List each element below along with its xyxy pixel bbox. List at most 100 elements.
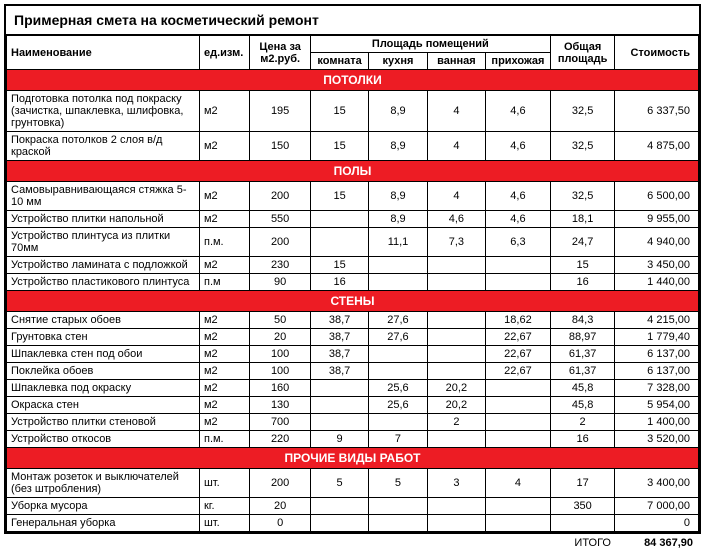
cell-total-area: 350 [550, 498, 615, 515]
cell-cost: 6 337,50 [615, 91, 699, 132]
cell-area-3 [486, 380, 551, 397]
section-header: ПОЛЫ [7, 161, 699, 182]
cell-area-2 [427, 346, 485, 363]
cell-area-0 [310, 515, 368, 532]
cell-area-1: 8,9 [369, 132, 427, 161]
cell-area-0 [310, 211, 368, 228]
cell-area-3: 4 [486, 469, 551, 498]
cell-price: 550 [250, 211, 311, 228]
table-row: Покраска потолков 2 слоя в/д краскойм215… [7, 132, 699, 161]
cell-area-0 [310, 414, 368, 431]
cell-cost: 6 137,00 [615, 346, 699, 363]
cell-unit: п.м. [199, 228, 249, 257]
cell-total-area: 17 [550, 469, 615, 498]
cell-total-area: 45,8 [550, 380, 615, 397]
cell-area-1 [369, 363, 427, 380]
cell-area-0: 38,7 [310, 346, 368, 363]
cell-price: 220 [250, 431, 311, 448]
cell-area-0: 15 [310, 132, 368, 161]
cell-area-2 [427, 498, 485, 515]
cell-total-area: 84,3 [550, 312, 615, 329]
cell-area-1: 8,9 [369, 182, 427, 211]
cell-total-area: 32,5 [550, 91, 615, 132]
cell-unit: п.м [199, 274, 249, 291]
cell-area-2: 4 [427, 182, 485, 211]
cell-total-area: 61,37 [550, 346, 615, 363]
cell-price: 100 [250, 363, 311, 380]
cell-unit: м2 [199, 211, 249, 228]
cell-area-2 [427, 363, 485, 380]
cell-name: Поклейка обоев [7, 363, 200, 380]
cell-area-3 [486, 257, 551, 274]
cell-cost: 3 400,00 [615, 469, 699, 498]
cell-price: 100 [250, 346, 311, 363]
section-title: ПРОЧИЕ ВИДЫ РАБОТ [7, 448, 699, 469]
estimate-wrapper: Примерная смета на косметический ремонт … [4, 4, 701, 534]
cell-area-1: 27,6 [369, 312, 427, 329]
section-title: СТЕНЫ [7, 291, 699, 312]
cell-area-3: 22,67 [486, 346, 551, 363]
cell-name: Шпаклевка под окраску [7, 380, 200, 397]
cell-total-area [550, 515, 615, 532]
cell-name: Устройство откосов [7, 431, 200, 448]
cell-price: 700 [250, 414, 311, 431]
table-row: Устройство пластикового плинтусап.м90161… [7, 274, 699, 291]
header-total-area: Общая площадь [550, 36, 615, 70]
table-row: Окраска стенм213025,620,245,85 954,00 [7, 397, 699, 414]
cell-name: Подготовка потолка под покраску (зачистк… [7, 91, 200, 132]
header-area-3: прихожая [486, 53, 551, 70]
cell-price: 200 [250, 228, 311, 257]
cell-unit: м2 [199, 363, 249, 380]
cell-cost: 5 954,00 [615, 397, 699, 414]
cell-name: Устройство плинтуса из плитки 70мм [7, 228, 200, 257]
cell-cost: 9 955,00 [615, 211, 699, 228]
cell-total-area: 61,37 [550, 363, 615, 380]
cell-area-1 [369, 257, 427, 274]
cell-area-2 [427, 312, 485, 329]
cell-area-3 [486, 414, 551, 431]
cell-cost: 4 940,00 [615, 228, 699, 257]
cell-name: Уборка мусора [7, 498, 200, 515]
cell-unit: м2 [199, 329, 249, 346]
cell-unit: м2 [199, 346, 249, 363]
section-header: ПОТОЛКИ [7, 70, 699, 91]
cell-total-area: 15 [550, 257, 615, 274]
cell-price: 20 [250, 498, 311, 515]
cell-area-3: 6,3 [486, 228, 551, 257]
cell-area-1: 25,6 [369, 380, 427, 397]
cell-area-1 [369, 515, 427, 532]
cell-unit: м2 [199, 91, 249, 132]
cell-name: Снятие старых обоев [7, 312, 200, 329]
cell-total-area: 45,8 [550, 397, 615, 414]
cell-name: Генеральная уборка [7, 515, 200, 532]
table-head: Наименование ед.изм. Цена за м2.руб. Пло… [7, 36, 699, 70]
cell-area-2: 7,3 [427, 228, 485, 257]
cell-total-area: 32,5 [550, 132, 615, 161]
cell-area-1 [369, 346, 427, 363]
cell-cost: 3 450,00 [615, 257, 699, 274]
cell-name: Устройство пластикового плинтуса [7, 274, 200, 291]
footer-total: ИТОГО 84 367,90 [4, 534, 701, 552]
cell-cost: 7 328,00 [615, 380, 699, 397]
section-header: ПРОЧИЕ ВИДЫ РАБОТ [7, 448, 699, 469]
cell-area-1: 8,9 [369, 211, 427, 228]
cell-unit: шт. [199, 515, 249, 532]
cell-total-area: 18,1 [550, 211, 615, 228]
section-header: СТЕНЫ [7, 291, 699, 312]
cell-area-0: 9 [310, 431, 368, 448]
cell-name: Устройство плитки напольной [7, 211, 200, 228]
table-row: Подготовка потолка под покраску (зачистк… [7, 91, 699, 132]
section-title: ПОЛЫ [7, 161, 699, 182]
cell-area-2: 20,2 [427, 397, 485, 414]
cell-name: Устройство ламината с подложкой [7, 257, 200, 274]
cell-total-area: 24,7 [550, 228, 615, 257]
cell-area-1 [369, 498, 427, 515]
cell-area-1: 7 [369, 431, 427, 448]
table-row: Устройство плитки напольнойм25508,94,64,… [7, 211, 699, 228]
cell-area-2: 4 [427, 132, 485, 161]
cell-area-0: 15 [310, 257, 368, 274]
cell-cost: 6 500,00 [615, 182, 699, 211]
cell-area-2: 4,6 [427, 211, 485, 228]
table-row: Устройство откосовп.м.22097163 520,00 [7, 431, 699, 448]
cell-unit: м2 [199, 414, 249, 431]
